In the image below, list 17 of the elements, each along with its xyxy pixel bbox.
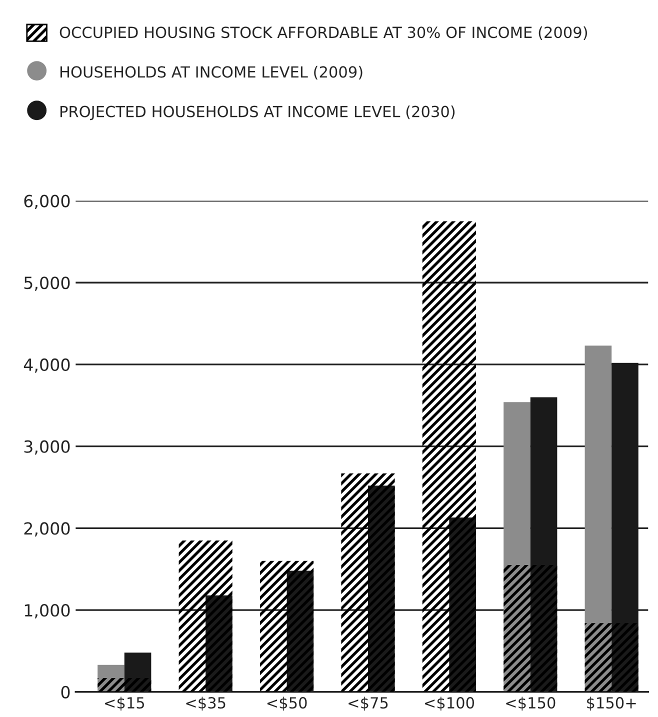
legend-label: HOUSEHOLDS AT INCOME LEVEL (2009) xyxy=(60,66,362,80)
legend-label: OCCUPIED HOUSING STOCK AFFORDABLE AT 30% OF INCOME (2009) xyxy=(60,26,588,40)
x-tick-label: $150+ xyxy=(587,696,636,711)
x-tick-label: <$100 xyxy=(424,696,474,711)
x-tick-label: <$75 xyxy=(348,696,388,711)
y-tick-label: 5,000 xyxy=(24,276,70,291)
y-tick-label: 3,000 xyxy=(24,440,70,455)
y-tick-label: 2,000 xyxy=(24,522,70,536)
legend-label: PROJECTED HOUSEHOLDS AT INCOME LEVEL (2030) xyxy=(60,105,455,120)
y-tick-label: 6,000 xyxy=(24,194,70,210)
y-tick-label: 1,000 xyxy=(24,604,70,618)
x-tick-label: <$50 xyxy=(267,696,307,711)
y-tick-label: 4,000 xyxy=(24,358,70,373)
x-tick-label: <$35 xyxy=(186,696,226,711)
x-tick-label: <$150 xyxy=(506,696,556,711)
y-tick-label: 0 xyxy=(61,686,70,698)
x-tick-label: <$15 xyxy=(105,696,144,711)
